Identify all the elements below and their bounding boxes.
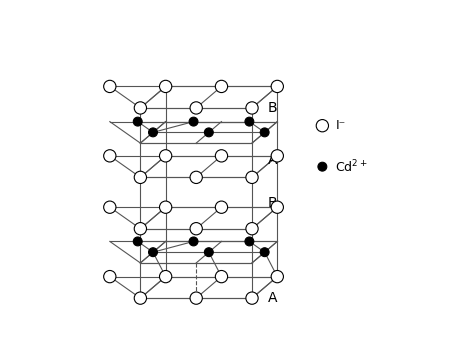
Circle shape (189, 237, 198, 246)
Circle shape (159, 270, 172, 283)
Circle shape (148, 128, 157, 137)
Circle shape (159, 150, 172, 162)
Circle shape (104, 150, 116, 162)
Circle shape (134, 171, 146, 184)
Circle shape (134, 102, 146, 114)
Circle shape (133, 117, 142, 126)
Circle shape (271, 150, 283, 162)
Circle shape (215, 201, 228, 213)
Circle shape (246, 102, 258, 114)
Circle shape (190, 222, 202, 235)
Text: A: A (268, 153, 277, 167)
Circle shape (204, 248, 213, 257)
Circle shape (215, 270, 228, 283)
Circle shape (148, 248, 157, 257)
Circle shape (245, 237, 254, 246)
Text: Cd$^{2+}$: Cd$^{2+}$ (335, 158, 368, 175)
Circle shape (134, 222, 146, 235)
Circle shape (104, 80, 116, 93)
Circle shape (104, 201, 116, 213)
Circle shape (190, 292, 202, 304)
Text: B: B (268, 196, 277, 210)
Circle shape (190, 102, 202, 114)
Circle shape (189, 117, 198, 126)
Circle shape (318, 162, 327, 171)
Circle shape (159, 80, 172, 93)
Circle shape (246, 171, 258, 184)
Text: B: B (268, 101, 277, 115)
Circle shape (215, 150, 228, 162)
Circle shape (133, 237, 142, 246)
Circle shape (104, 270, 116, 283)
Circle shape (246, 222, 258, 235)
Circle shape (271, 270, 283, 283)
Circle shape (316, 120, 328, 132)
Text: A: A (268, 291, 277, 305)
Circle shape (271, 80, 283, 93)
Text: I⁻: I⁻ (335, 119, 346, 132)
Circle shape (159, 201, 172, 213)
Circle shape (246, 292, 258, 304)
Circle shape (260, 128, 269, 137)
Circle shape (245, 117, 254, 126)
Circle shape (271, 201, 283, 213)
Circle shape (190, 171, 202, 184)
Circle shape (134, 292, 146, 304)
Circle shape (204, 128, 213, 137)
Circle shape (260, 248, 269, 257)
Circle shape (215, 80, 228, 93)
